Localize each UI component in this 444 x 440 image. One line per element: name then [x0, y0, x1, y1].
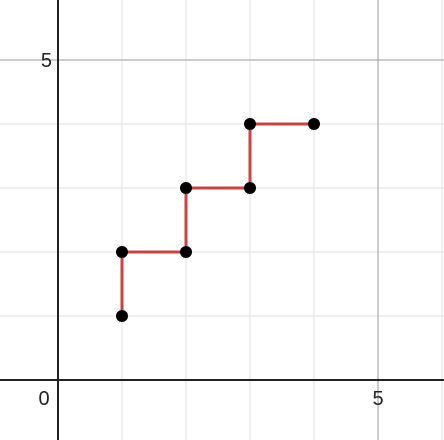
tick-labels: 0 5 5 [38, 50, 383, 410]
series-0-point-2 [180, 246, 192, 258]
series-0-line [122, 124, 314, 316]
series-layer [116, 118, 320, 322]
origin-label: 0 [38, 388, 49, 410]
series-0-point-6 [308, 118, 320, 130]
y-tick-label-5: 5 [41, 50, 52, 72]
x-tick-label-5: 5 [372, 388, 383, 410]
series-0-point-1 [116, 246, 128, 258]
series-0-point-5 [244, 118, 256, 130]
series-0-point-3 [180, 182, 192, 194]
series-0-point-0 [116, 310, 128, 322]
series-0-point-4 [244, 182, 256, 194]
